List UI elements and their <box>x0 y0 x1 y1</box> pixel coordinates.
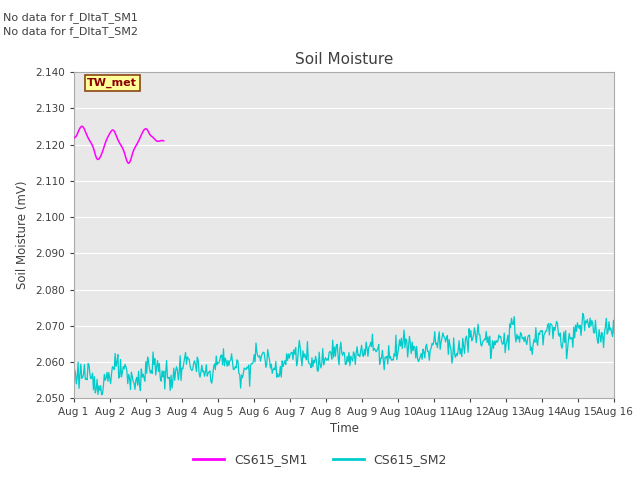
Text: No data for f_DltaT_SM1: No data for f_DltaT_SM1 <box>3 12 138 23</box>
Legend: CS615_SM1, CS615_SM2: CS615_SM1, CS615_SM2 <box>188 448 452 471</box>
Text: TW_met: TW_met <box>87 78 137 88</box>
Text: No data for f_DltaT_SM2: No data for f_DltaT_SM2 <box>3 26 138 37</box>
X-axis label: Time: Time <box>330 421 358 434</box>
Title: Soil Moisture: Soil Moisture <box>295 52 393 67</box>
Y-axis label: Soil Moisture (mV): Soil Moisture (mV) <box>16 181 29 289</box>
